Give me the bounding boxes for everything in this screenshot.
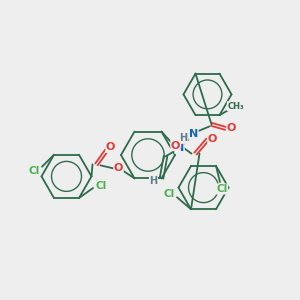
Text: CH₃: CH₃: [227, 102, 244, 111]
Text: Cl: Cl: [164, 189, 175, 199]
Text: O: O: [171, 141, 180, 151]
Text: O: O: [106, 142, 115, 152]
Text: O: O: [227, 123, 236, 134]
Text: N: N: [189, 129, 198, 140]
Text: H: H: [179, 134, 188, 143]
Text: O: O: [114, 164, 123, 173]
Text: N: N: [175, 143, 184, 153]
Text: Cl: Cl: [95, 181, 106, 191]
Text: Cl: Cl: [216, 184, 228, 194]
Text: H: H: [149, 176, 158, 186]
Text: O: O: [208, 134, 217, 144]
Text: Cl: Cl: [28, 166, 40, 176]
